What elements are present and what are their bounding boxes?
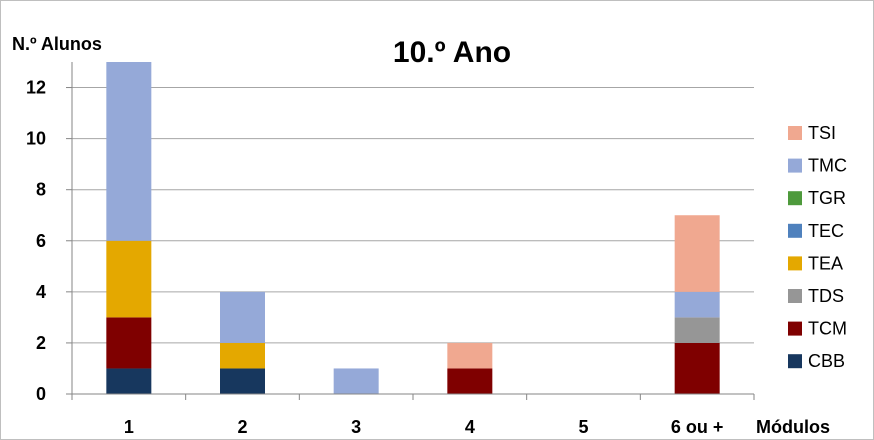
- legend-label-tec: TEC: [808, 221, 844, 241]
- legend-label-tds: TDS: [808, 286, 844, 306]
- x-tick-label: 2: [237, 417, 247, 437]
- legend-swatch-tmc: [788, 158, 802, 173]
- chart-title: 10.º Ano: [393, 36, 511, 69]
- y-tick-label: 2: [36, 333, 46, 353]
- bar-segment-tcm: [447, 368, 493, 394]
- y-tick-label: 6: [36, 231, 46, 251]
- y-tick-label: 12: [26, 78, 46, 98]
- x-tick-label: 3: [351, 417, 361, 437]
- y-tick-label: 4: [36, 282, 46, 302]
- bar-segment-tcm: [106, 317, 152, 369]
- y-axis-label: N.º Alunos: [12, 34, 102, 54]
- bar-segment-tcm: [674, 342, 720, 394]
- axes: [66, 62, 755, 400]
- legend-label-cbb: CBB: [808, 351, 845, 371]
- bar-segment-tmc: [106, 62, 152, 241]
- legend-swatch-tcm: [788, 321, 802, 336]
- bar-segment-tmc: [674, 291, 720, 318]
- y-tick-label: 0: [36, 384, 46, 404]
- legend-swatch-tea: [788, 256, 802, 271]
- y-tick-label: 8: [36, 180, 46, 200]
- legend-swatch-tsi: [788, 126, 802, 140]
- x-tick-label: 5: [578, 417, 588, 437]
- legend-label-tmc: TMC: [808, 156, 847, 176]
- bar-segment-cbb: [106, 368, 152, 394]
- bars: [106, 62, 720, 394]
- bar-segment-tmc: [220, 291, 265, 343]
- x-tick-label: 4: [465, 417, 475, 437]
- bar-segment-tea: [106, 240, 152, 318]
- x-tick-label: 6 ou +: [671, 417, 724, 437]
- bar-segment-cbb: [220, 368, 265, 394]
- x-axis-label: Módulos: [756, 417, 830, 437]
- legend-swatch-tec: [788, 223, 802, 238]
- bar-segment-tmc: [333, 368, 379, 394]
- bar-segment-tsi: [674, 215, 720, 292]
- legend-swatch-cbb: [788, 354, 802, 369]
- bar-segment-tsi: [447, 342, 493, 369]
- legend-label-tea: TEA: [808, 253, 843, 273]
- y-tick-label: 10: [26, 129, 46, 149]
- bar-segment-tea: [220, 342, 265, 369]
- legend: TSI TMC TGR TEC TEA TDS TCM CBB: [788, 123, 847, 371]
- legend-label-tgr: TGR: [808, 188, 846, 208]
- legend-label-tcm: TCM: [808, 319, 847, 339]
- x-tick-label: 1: [124, 417, 134, 437]
- legend-label-tsi: TSI: [808, 123, 836, 143]
- legend-swatch-tds: [788, 289, 802, 303]
- bar-segment-tds: [674, 317, 720, 343]
- legend-swatch-tgr: [788, 191, 802, 206]
- gridlines: [72, 87, 754, 344]
